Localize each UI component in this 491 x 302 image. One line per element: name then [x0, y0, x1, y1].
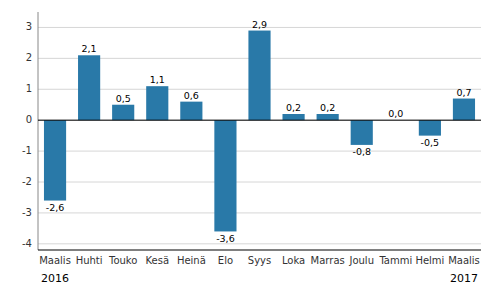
data-label: 0,6 [184, 90, 199, 101]
year-annotation: 2017 [450, 272, 478, 285]
chart-container: -4 -3 -2 -1 0 1 2 3 -2,6 2,1 0,5 1,1 0,6 -3,6 2,9 0,2 0,… [0, 0, 491, 302]
zero-line [38, 120, 481, 121]
y-tick-label: 2 [26, 52, 32, 63]
data-label: -3,6 [216, 233, 235, 244]
data-label: -2,6 [46, 202, 65, 213]
data-label: 0,2 [286, 102, 301, 113]
data-label: 0,2 [320, 102, 335, 113]
x-tick-label: Joulu [348, 255, 374, 266]
x-tick-label: Maalis [39, 255, 71, 266]
bar [419, 120, 441, 135]
y-tick-label: 1 [26, 83, 32, 94]
y-grid [38, 27, 481, 243]
x-tick-label: Marras [311, 255, 345, 266]
data-label: 2,1 [82, 43, 97, 54]
x-tick-label: Maalis [448, 255, 480, 266]
x-tick-label: Kesä [145, 255, 169, 266]
bar [180, 102, 202, 121]
y-tick-label: -4 [22, 238, 32, 249]
bar [44, 120, 66, 200]
data-label: -0,5 [421, 137, 440, 148]
bar [453, 99, 475, 121]
x-tick-label: Helmi [415, 255, 444, 266]
bar [214, 120, 236, 231]
x-tick-label: Tammi [378, 255, 412, 266]
x-tick-label: Huhti [76, 255, 103, 266]
x-tick-label: Touko [108, 255, 137, 266]
bar [351, 120, 373, 145]
x-tick-label: Elo [218, 255, 233, 266]
bar [146, 86, 168, 120]
y-tick-label: -1 [22, 145, 32, 156]
bars [44, 31, 475, 232]
chart-svg: -4 -3 -2 -1 0 1 2 3 -2,6 2,1 0,5 1,1 0,6 -3,6 2,9 0,2 0,… [0, 0, 491, 302]
grid-line [38, 120, 481, 121]
grid-line [38, 151, 481, 152]
bar [78, 55, 100, 120]
grid-line [38, 212, 481, 213]
data-label: 1,1 [150, 74, 165, 85]
x-axis-line [38, 250, 481, 251]
bar [317, 114, 339, 120]
x-tick-label: Syys [248, 255, 271, 266]
year-annotation: 2016 [41, 272, 69, 285]
y-tick-label: 0 [26, 114, 32, 125]
y-tick-label: -2 [22, 176, 32, 187]
data-label: -0,8 [352, 146, 371, 157]
data-label: 2,9 [252, 19, 267, 30]
grid-line [38, 243, 481, 244]
data-label: 0,5 [116, 93, 131, 104]
y-axis-line [38, 12, 39, 250]
y-tick-label: -3 [22, 207, 32, 218]
y-tick-label: 3 [26, 21, 32, 32]
bar [248, 31, 270, 121]
bar [283, 114, 305, 120]
x-tick-label: Heinä [177, 255, 206, 266]
data-label: 0,0 [388, 108, 403, 119]
bar [112, 105, 134, 120]
data-label: 0,7 [456, 87, 471, 98]
grid-line [38, 182, 481, 183]
x-tick-label: Loka [282, 255, 305, 266]
